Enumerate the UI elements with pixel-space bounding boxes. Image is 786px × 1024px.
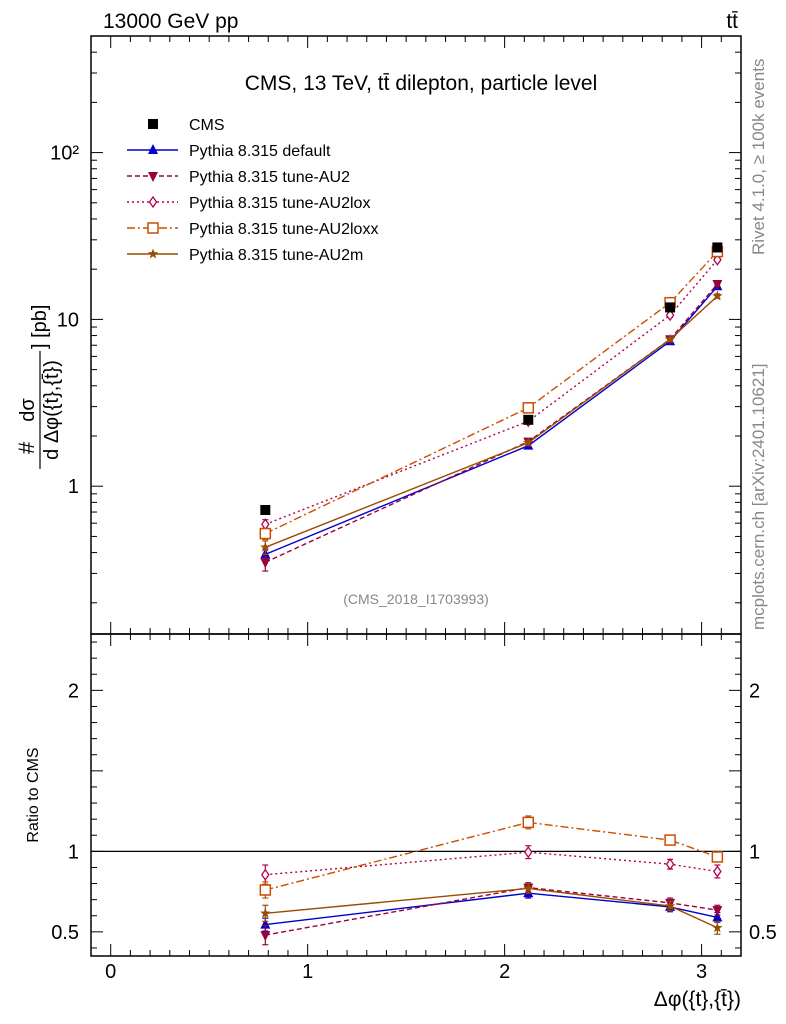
data-point-pythia-8-315-tune-au2	[712, 280, 723, 291]
data-point-pythia-8-315-tune-au2loxx	[259, 884, 272, 896]
chart-title: CMS, 13 TeV, tt̄ dilepton, particle leve…	[245, 72, 598, 95]
y-label-numerator: dσ	[17, 398, 39, 422]
data-point-cms	[260, 504, 271, 515]
series-line-pythia-8-315-tune-au2lox	[265, 851, 718, 876]
data-point-pythia-8-315-tune-au2loxx	[522, 402, 535, 414]
legend-label-pythia-8-315-tune-au2: Pythia 8.315 tune-AU2	[189, 169, 350, 186]
ratio-y-tick-label-right: 0.5	[749, 922, 777, 944]
data-point-pythia-8-315-tune-au2m	[664, 900, 676, 911]
data-point-pythia-8-315-tune-au2lox	[713, 865, 722, 878]
data-point-pythia-8-315-tune-au2m	[712, 290, 723, 301]
data-point-pythia-8-315-tune-au2m	[664, 333, 676, 344]
series-line-pythia-8-315-tune-au2lox	[265, 259, 718, 526]
y-axis-label: # dσ d Δφ({t},{t̄}) ] [pb]	[14, 305, 63, 469]
main-series-group	[259, 242, 724, 572]
legend-marker-cms	[148, 119, 158, 129]
main-y-tick-label: 1	[68, 476, 79, 498]
legend-label-cms: CMS	[189, 117, 225, 134]
main-axis-ticks: 1 10 10²	[50, 35, 741, 634]
series-line-pythia-8-315-tune-au2m	[265, 887, 718, 929]
data-point-pythia-8-315-tune-au2lox	[665, 309, 675, 322]
y-label-suffix: ] [pb]	[29, 305, 51, 349]
data-point-pythia-8-315-tune-au2loxx	[664, 834, 676, 846]
rivet-label: Rivet 4.1.0, ≥ 100k events	[749, 59, 768, 255]
series-line-pythia-8-315-tune-au2	[265, 886, 718, 936]
legend-marker-pythia-8-315-tune-au2lox	[148, 195, 158, 209]
series-line-pythia-8-315-tune-au2loxx	[265, 821, 718, 891]
data-point-pythia-8-315-tune-au2m	[712, 922, 723, 933]
main-y-tick-label: 10²	[50, 143, 79, 165]
legend-marker-pythia-8-315-tune-au2	[148, 172, 158, 182]
data-point-pythia-8-315-tune-au2loxx	[522, 816, 535, 829]
data-point-pythia-8-315-tune-au2lox	[523, 846, 533, 859]
data-point-cms	[712, 242, 723, 253]
x-tick-label: 3	[696, 961, 707, 983]
legend-marker-pythia-8-315-tune-au2m	[147, 248, 159, 259]
header-left: 13000 GeV pp	[103, 10, 238, 33]
series-line-pythia-8-315-default	[265, 892, 718, 926]
legend-label-pythia-8-315-default: Pythia 8.315 default	[189, 143, 331, 160]
legend-marker-pythia-8-315-default	[148, 144, 158, 154]
data-point-pythia-8-315-tune-au2lox	[665, 858, 675, 871]
y-label-denominator: d Δφ({t},{t̄})	[41, 360, 63, 460]
data-point-pythia-8-315-tune-au2m	[260, 541, 271, 552]
ratio-y-tick-label-left: 1	[68, 841, 79, 863]
data-point-pythia-8-315-tune-au2	[712, 906, 723, 917]
ratio-y-tick-label-right: 2	[749, 680, 760, 702]
x-tick-label: 1	[302, 961, 313, 983]
data-point-pythia-8-315-tune-au2m	[523, 882, 534, 893]
data-point-pythia-8-315-tune-au2loxx	[711, 851, 724, 863]
ratio-y-tick-label-right: 1	[749, 841, 760, 863]
ratio-axis-ticks: 0.5 0.5 1 1 2 2 0 1 2 3	[51, 634, 777, 983]
ratio-y-label: Ratio to CMS	[25, 747, 42, 842]
legend-marker-pythia-8-315-tune-au2loxx	[147, 222, 159, 234]
data-point-pythia-8-315-tune-au2m	[523, 437, 534, 448]
series-line-pythia-8-315-tune-au2loxx	[264, 251, 718, 535]
data-point-cms	[523, 414, 534, 425]
ratio-y-tick-label-left: 2	[68, 680, 79, 702]
analysis-watermark: (CMS_2018_I1703993)	[343, 591, 489, 607]
data-point-pythia-8-315-default	[260, 918, 271, 929]
ratio-y-tick-label-left: 0.5	[51, 922, 79, 944]
header-right: tt̄	[726, 10, 738, 33]
data-point-pythia-8-315-default	[712, 911, 723, 922]
legend-label-pythia-8-315-tune-au2m: Pythia 8.315 tune-AU2m	[189, 247, 363, 264]
data-point-pythia-8-315-tune-au2lox	[261, 868, 270, 881]
data-point-pythia-8-315-tune-au2m	[260, 907, 271, 918]
ratio-series-group	[259, 815, 724, 946]
data-point-pythia-8-315-tune-au2	[260, 931, 271, 942]
x-tick-label: 2	[499, 961, 510, 983]
legend-label-pythia-8-315-tune-au2loxx: Pythia 8.315 tune-AU2loxx	[189, 221, 378, 238]
legend: CMS Pythia 8.315 default Pythia 8.315 tune…	[127, 117, 378, 264]
x-axis-label: Δφ({t},{t̄})	[654, 988, 741, 1011]
data-point-pythia-8-315-tune-au2loxx	[259, 527, 272, 540]
data-point-pythia-8-315-tune-au2	[260, 558, 271, 569]
y-label-prefix: #	[14, 441, 39, 454]
x-tick-label: 0	[105, 961, 116, 983]
main-y-tick-label: 10	[57, 309, 79, 331]
data-point-cms	[665, 302, 676, 313]
series-line-pythia-8-315-default	[265, 285, 718, 556]
series-line-pythia-8-315-tune-au2m	[265, 295, 718, 548]
ratio-panel-frame	[90, 633, 742, 957]
legend-label-pythia-8-315-tune-au2lox: Pythia 8.315 tune-AU2lox	[189, 195, 370, 212]
mcplots-label: mcplots.cern.ch [arXiv:2401.10621]	[749, 364, 768, 630]
